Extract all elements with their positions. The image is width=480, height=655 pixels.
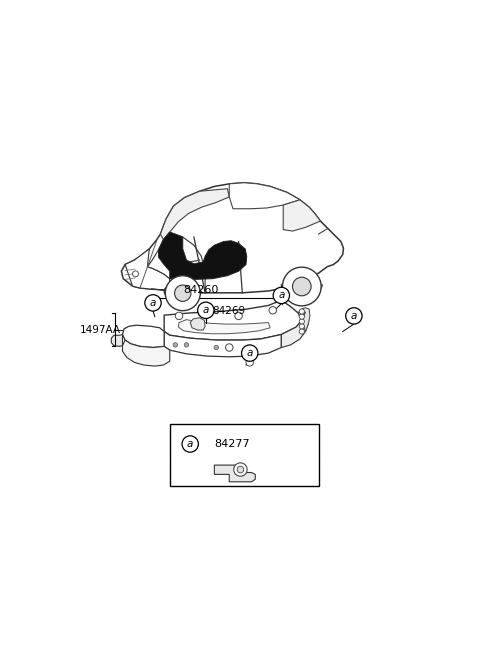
Text: a: a — [203, 305, 209, 315]
Polygon shape — [190, 318, 205, 330]
Polygon shape — [111, 335, 122, 346]
Circle shape — [214, 345, 218, 350]
Polygon shape — [283, 200, 321, 231]
Text: 84277: 84277 — [215, 439, 250, 449]
Circle shape — [165, 276, 200, 310]
Polygon shape — [158, 232, 247, 280]
Circle shape — [184, 343, 189, 347]
Polygon shape — [122, 325, 164, 348]
Polygon shape — [121, 183, 344, 293]
Text: 84260: 84260 — [184, 285, 219, 295]
Polygon shape — [281, 312, 309, 348]
Circle shape — [173, 343, 178, 347]
Polygon shape — [215, 465, 255, 482]
Circle shape — [282, 267, 321, 306]
Text: 1497AA: 1497AA — [80, 325, 120, 335]
Polygon shape — [122, 340, 170, 366]
Circle shape — [234, 463, 247, 476]
Circle shape — [246, 359, 253, 366]
Text: a: a — [150, 298, 156, 308]
Text: a: a — [247, 348, 253, 358]
Circle shape — [175, 285, 191, 301]
Circle shape — [299, 314, 304, 319]
Circle shape — [269, 307, 276, 314]
Circle shape — [175, 312, 183, 320]
Text: 84269: 84269 — [213, 306, 246, 316]
Polygon shape — [164, 331, 281, 357]
Circle shape — [299, 324, 304, 329]
Polygon shape — [178, 320, 270, 334]
Circle shape — [299, 329, 304, 334]
Circle shape — [235, 312, 242, 320]
Circle shape — [237, 466, 244, 473]
Circle shape — [273, 288, 289, 304]
Circle shape — [346, 308, 362, 324]
Polygon shape — [164, 300, 302, 340]
Circle shape — [299, 309, 304, 314]
Circle shape — [182, 436, 198, 452]
FancyBboxPatch shape — [170, 424, 319, 486]
Text: a: a — [187, 439, 193, 449]
Circle shape — [299, 319, 304, 324]
Polygon shape — [229, 183, 300, 209]
Circle shape — [145, 295, 161, 311]
Polygon shape — [298, 308, 310, 331]
Circle shape — [226, 344, 233, 351]
Polygon shape — [160, 189, 229, 240]
Polygon shape — [125, 249, 170, 290]
Polygon shape — [147, 232, 205, 293]
Circle shape — [292, 277, 311, 296]
Circle shape — [241, 345, 258, 362]
Text: a: a — [278, 290, 285, 301]
Text: a: a — [351, 311, 357, 321]
Circle shape — [198, 302, 214, 318]
Circle shape — [132, 271, 139, 277]
